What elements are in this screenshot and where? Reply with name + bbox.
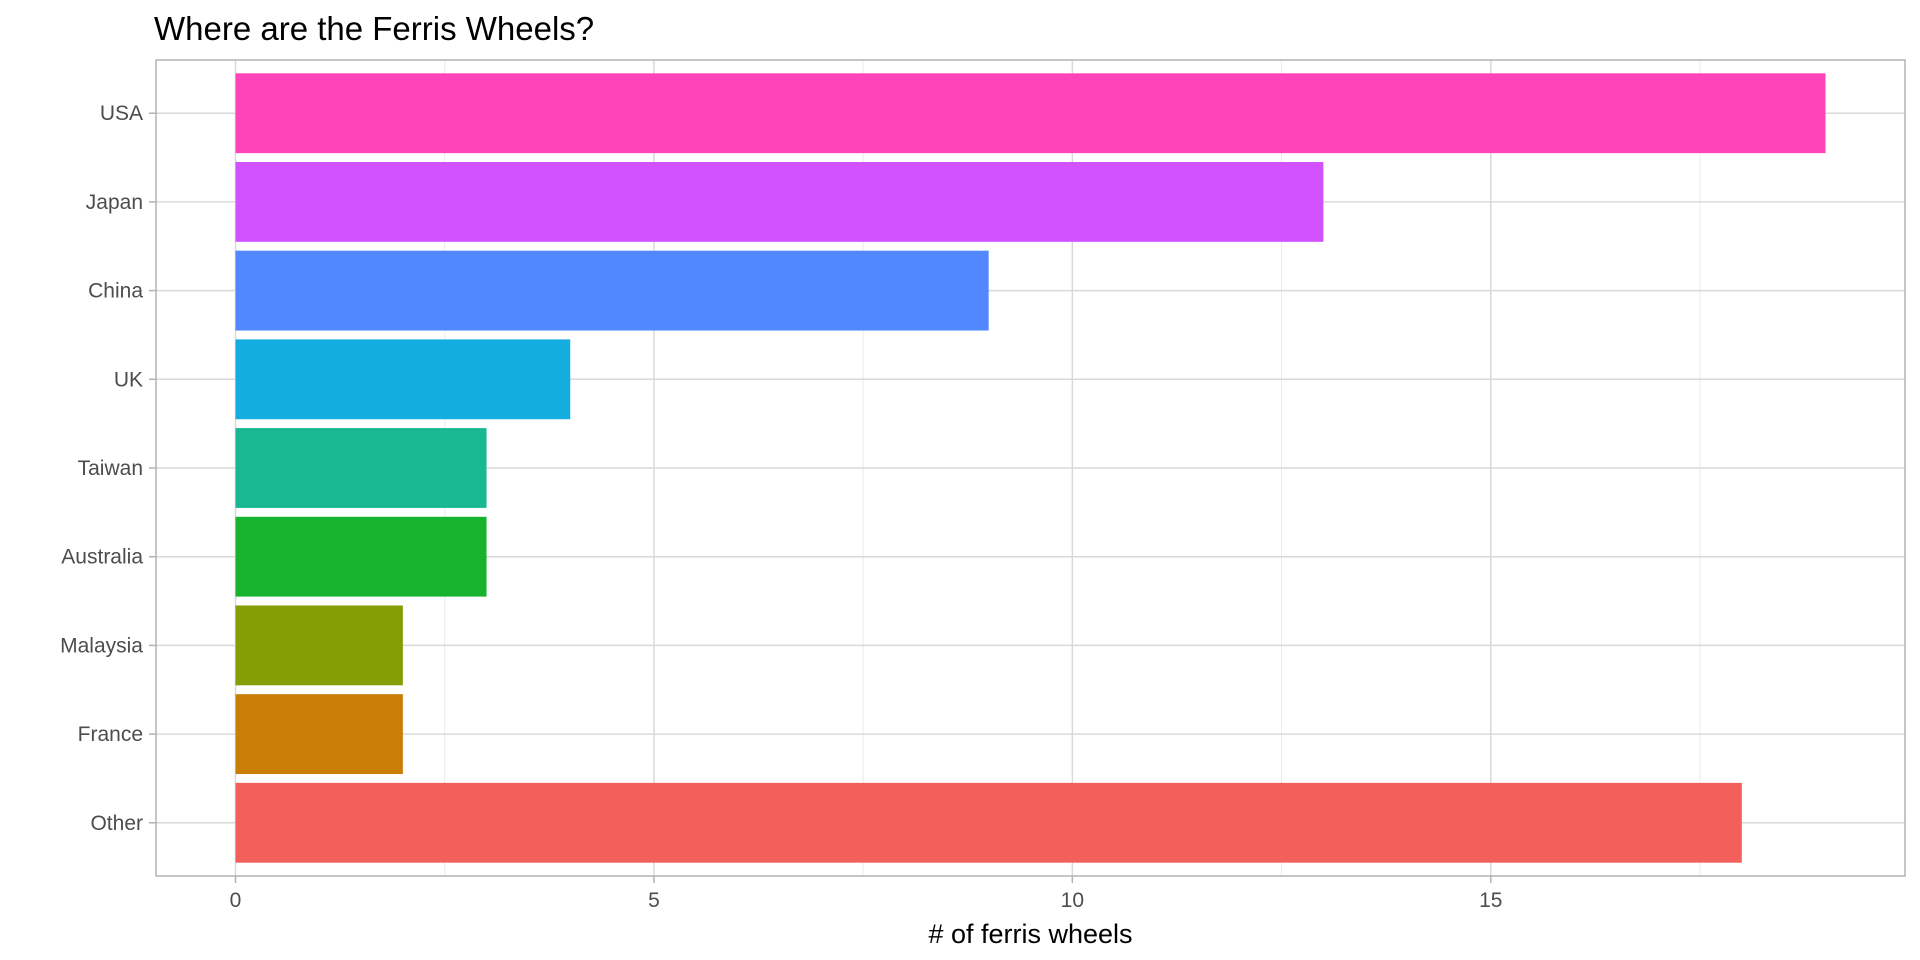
y-tick-label: Taiwan [78, 457, 143, 480]
x-axis-title: # of ferris wheels [928, 919, 1132, 949]
bar-australia [235, 516, 487, 597]
x-tick-label: 0 [230, 889, 242, 912]
bar-other [235, 782, 1742, 863]
y-tick-label: Australia [61, 546, 143, 569]
bar-france [235, 694, 403, 774]
y-tick-label: China [88, 280, 143, 303]
x-tick-label: 15 [1479, 889, 1502, 912]
bar-malaysia [235, 605, 403, 686]
bars [235, 73, 1826, 863]
x-tick-label: 10 [1061, 889, 1084, 912]
x-axis: 0 5 10 15 [230, 876, 1502, 912]
bar-uk [235, 339, 571, 420]
bar-taiwan [235, 428, 487, 508]
bar-usa [235, 73, 1826, 154]
y-tick-label: USA [100, 102, 143, 125]
chart-title: Where are the Ferris Wheels? [154, 10, 594, 47]
y-tick-label: UK [114, 368, 143, 391]
y-tick-label: Japan [86, 191, 143, 214]
y-axis: USA Japan China UK Taiwan Australia Malaysia Fr… [60, 102, 156, 835]
bar-china [235, 250, 989, 331]
y-tick-label: Malaysia [60, 634, 143, 657]
y-tick-label: Other [90, 812, 143, 835]
y-tick-label: France [78, 723, 143, 746]
bar-japan [235, 162, 1324, 242]
x-tick-label: 5 [648, 889, 660, 912]
